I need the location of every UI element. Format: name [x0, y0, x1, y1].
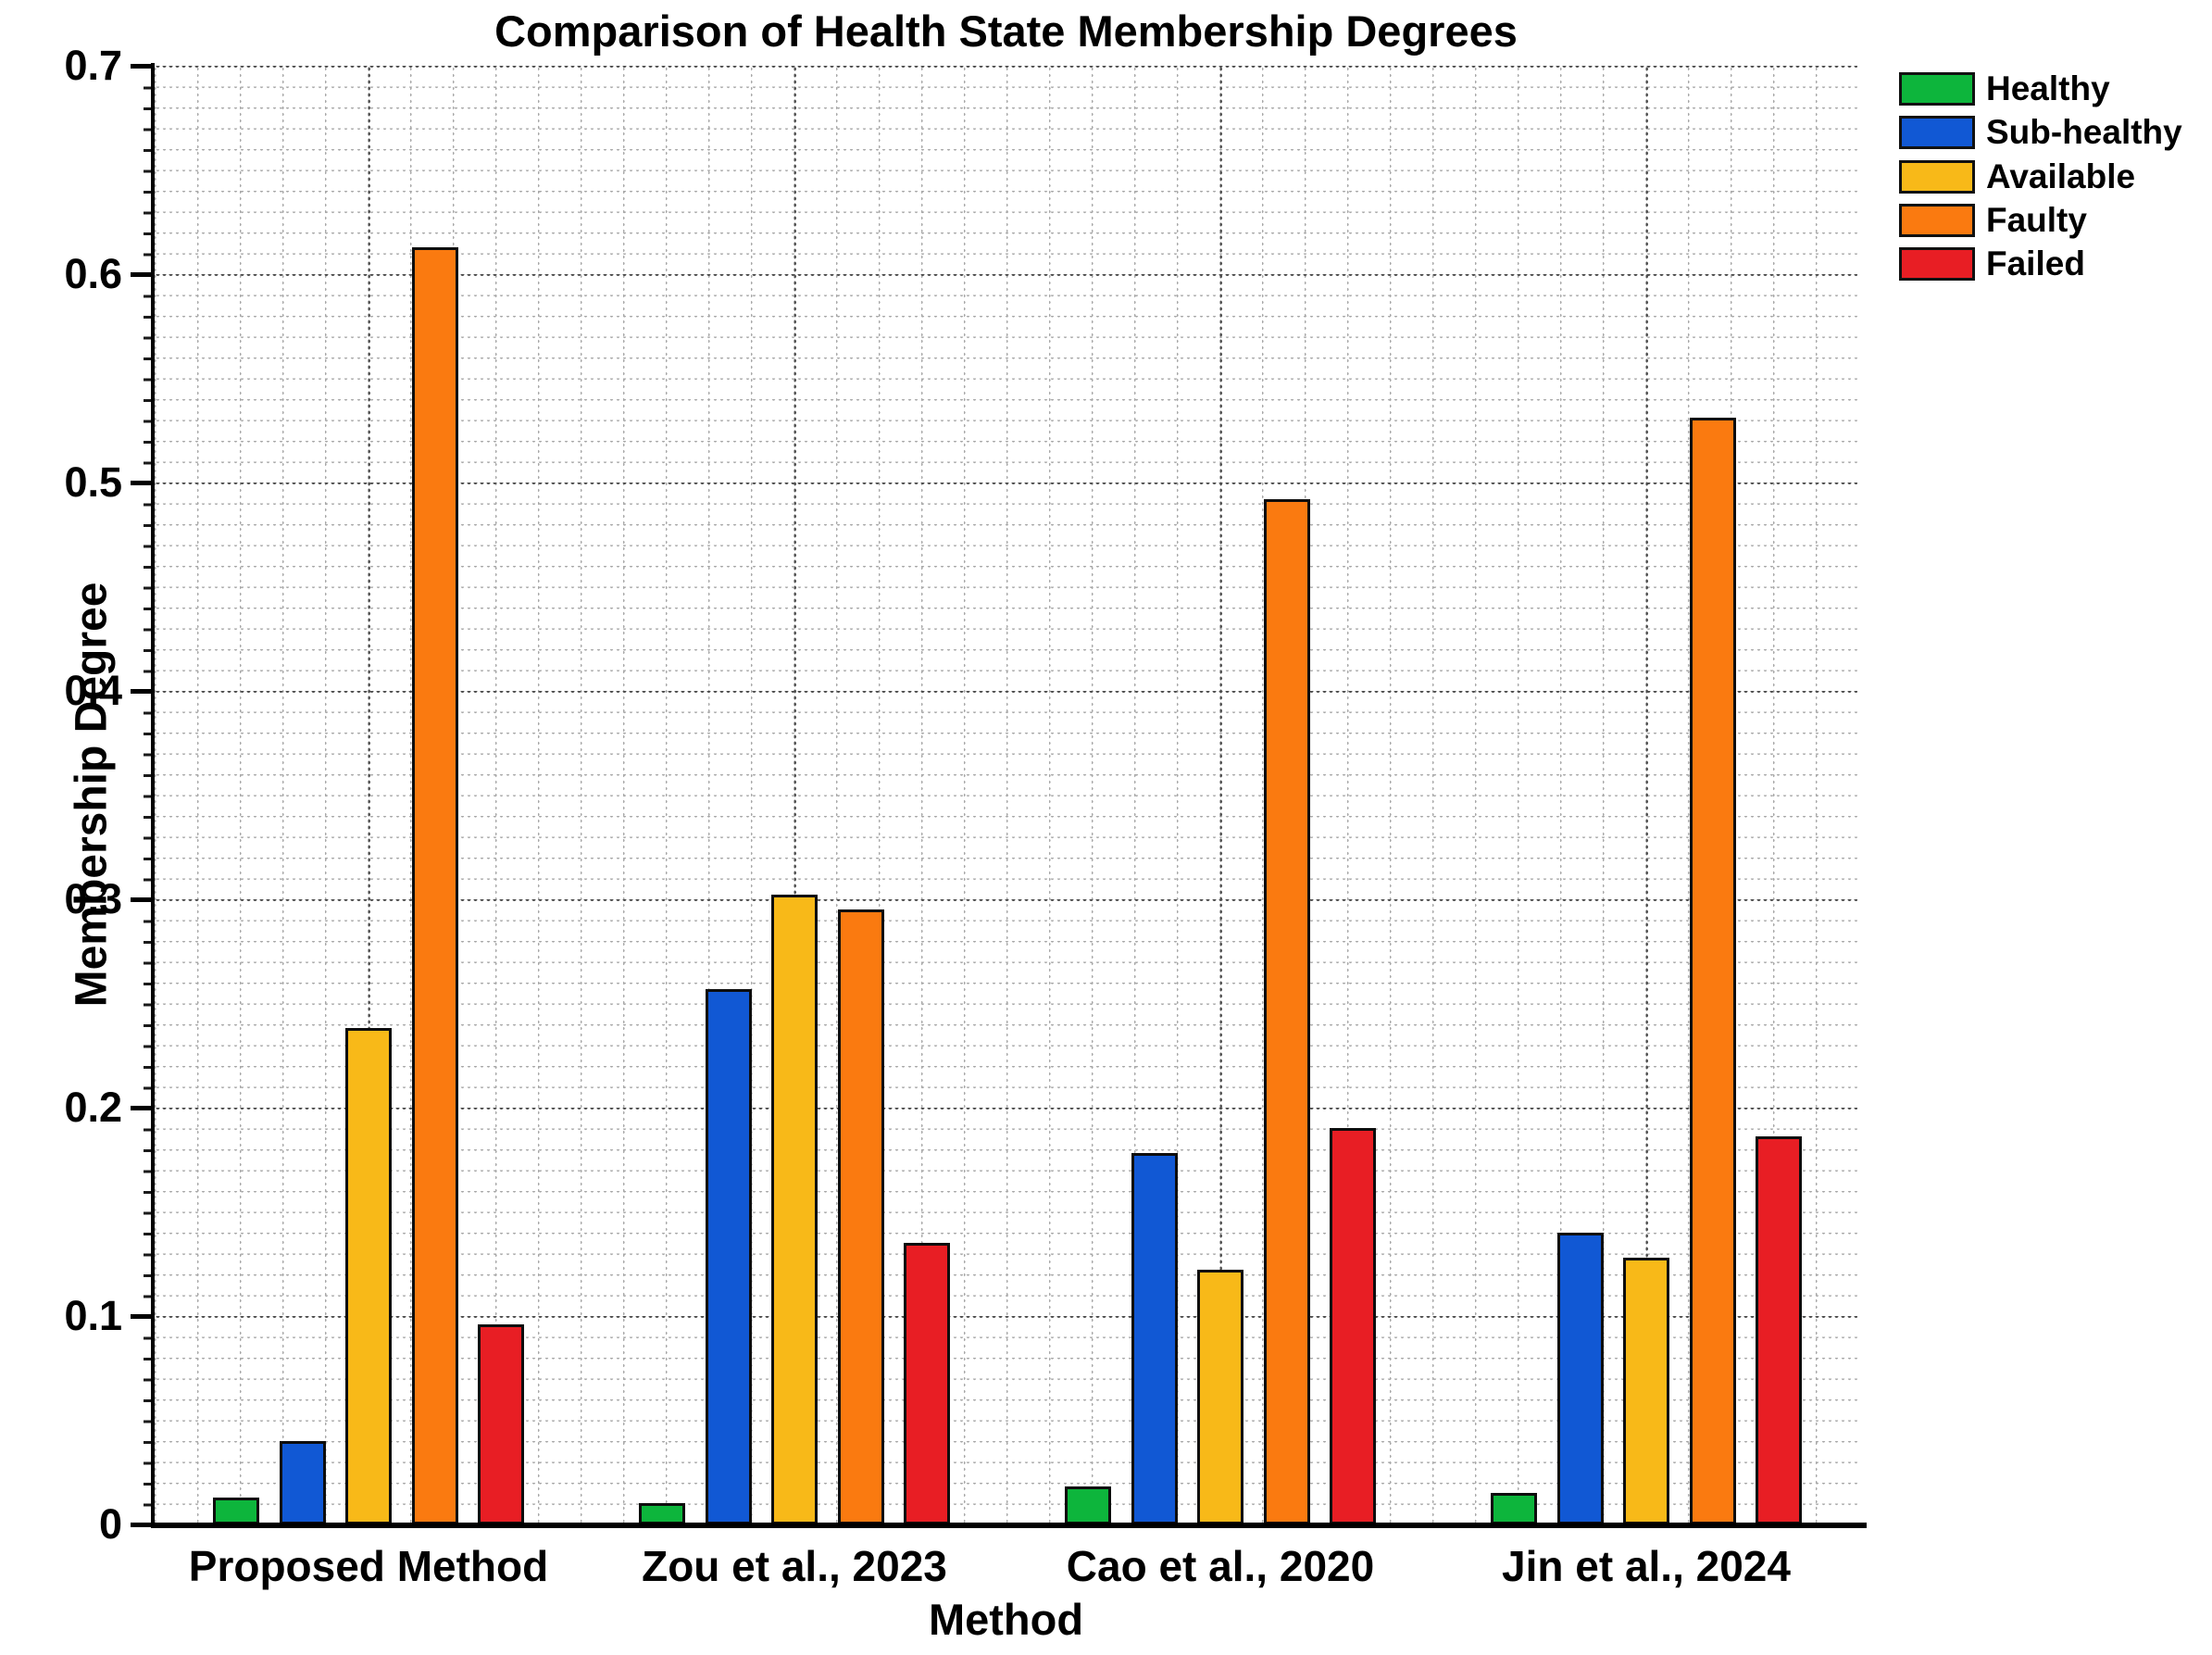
bar-failed-jin-et-al-2024	[1756, 1136, 1802, 1524]
bar-healthy-zou-et-al-2023	[639, 1503, 685, 1524]
y-tick-label-0.2: 0.2	[64, 1084, 122, 1131]
bar-sub-healthy-jin-et-al-2024	[1556, 1233, 1604, 1524]
bar-healthy-cao-et-al-2020	[1065, 1486, 1111, 1524]
y-tick-0.6	[131, 271, 153, 277]
legend-label-healthy: Healthy	[1986, 69, 2110, 107]
bar-available-proposed-method	[345, 1028, 392, 1524]
bar-available-zou-et-al-2023	[771, 895, 818, 1524]
bar-faulty-proposed-method	[411, 247, 458, 1524]
y-axis-line	[151, 63, 155, 1527]
y-tick-label-0.4: 0.4	[64, 667, 122, 714]
bar-healthy-proposed-method	[213, 1498, 259, 1524]
chart-title: Comparison of Health State Membership De…	[494, 6, 1518, 56]
x-axis-line	[151, 1523, 1867, 1528]
y-tick-0.5	[131, 480, 153, 485]
y-tick-label-0.3: 0.3	[64, 875, 122, 922]
legend-swatch-healthy	[1899, 72, 1975, 106]
y-axis-label: Membership Degree	[67, 582, 117, 1008]
x-axis-label: Method	[928, 1595, 1084, 1644]
bar-faulty-zou-et-al-2023	[837, 909, 884, 1524]
y-tick-label-0.7: 0.7	[64, 42, 122, 89]
x-category-label-zou-et-al-2023: Zou et al., 2023	[642, 1542, 947, 1590]
bar-faulty-jin-et-al-2024	[1689, 418, 1736, 1524]
y-tick-0	[131, 1522, 153, 1527]
y-tick-0.7	[131, 63, 153, 69]
bar-sub-healthy-proposed-method	[279, 1441, 326, 1524]
y-tick-label-0.6: 0.6	[64, 250, 122, 297]
bar-faulty-cao-et-al-2020	[1263, 499, 1310, 1524]
y-axis-minor-ticks	[144, 66, 151, 1527]
bar-failed-cao-et-al-2020	[1330, 1128, 1376, 1524]
y-tick-0.1	[131, 1313, 153, 1319]
legend-swatch-faulty	[1899, 203, 1975, 237]
legend-swatch-sub-healthy	[1899, 116, 1975, 150]
x-category-label-jin-et-al-2024: Jin et al., 2024	[1502, 1542, 1791, 1590]
y-tick-label-0: 0	[98, 1500, 122, 1548]
legend-label-available: Available	[1986, 157, 2136, 195]
bar-available-cao-et-al-2020	[1197, 1270, 1243, 1524]
y-tick-0.4	[131, 688, 153, 694]
bar-failed-proposed-method	[478, 1324, 524, 1524]
y-tick-0.2	[131, 1105, 153, 1110]
legend-label-faulty: Faulty	[1986, 200, 2087, 239]
bar-failed-zou-et-al-2023	[904, 1243, 950, 1524]
bar-sub-healthy-cao-et-al-2020	[1131, 1153, 1178, 1524]
x-category-label-proposed-method: Proposed Method	[188, 1542, 549, 1590]
legend-label-failed: Failed	[1986, 244, 2085, 283]
plot-area	[155, 66, 1857, 1524]
bar-sub-healthy-zou-et-al-2023	[705, 989, 752, 1524]
legend-swatch-available	[1899, 159, 1975, 194]
legend-swatch-failed	[1899, 247, 1975, 282]
y-tick-label-0.1: 0.1	[64, 1292, 122, 1339]
y-tick-0.3	[131, 896, 153, 902]
y-tick-label-0.5: 0.5	[64, 458, 122, 506]
bar-available-jin-et-al-2024	[1623, 1258, 1669, 1524]
legend-label-sub-healthy: Sub-healthy	[1986, 113, 2182, 152]
bar-healthy-jin-et-al-2024	[1491, 1493, 1537, 1524]
x-category-label-cao-et-al-2020: Cao et al., 2020	[1066, 1542, 1375, 1590]
